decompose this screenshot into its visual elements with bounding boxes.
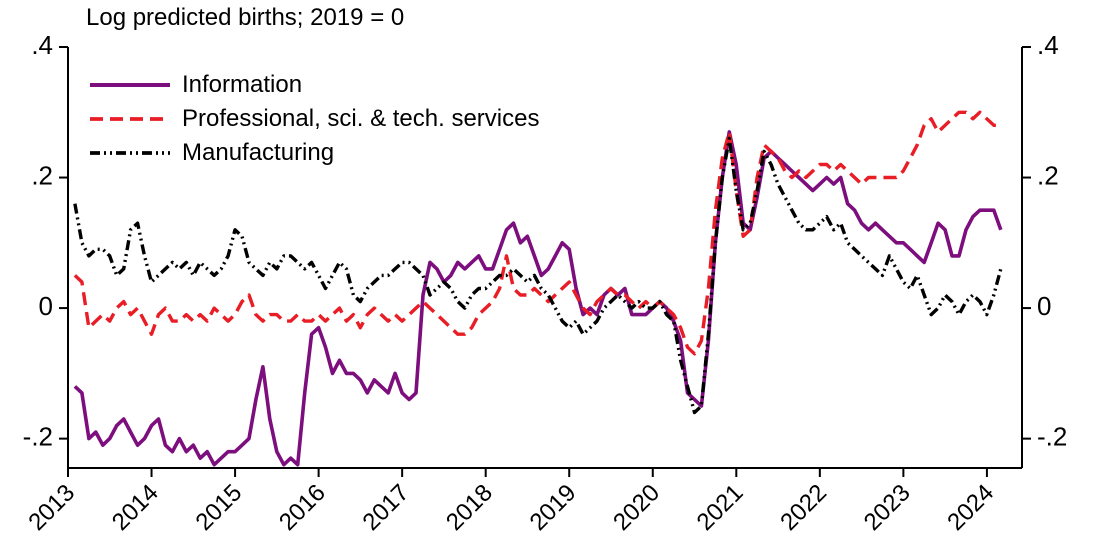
chart-title: Log predicted births; 2019 = 0 xyxy=(86,4,405,31)
legend-label-manufacturing: Manufacturing xyxy=(182,139,335,166)
svg-text:2021: 2021 xyxy=(692,479,749,536)
svg-text:0: 0 xyxy=(39,291,53,321)
svg-text:2019: 2019 xyxy=(525,479,582,536)
professional-line-swatch-icon xyxy=(90,117,170,121)
svg-text:.4: .4 xyxy=(1037,30,1059,60)
svg-text:2017: 2017 xyxy=(358,479,415,536)
svg-text:2018: 2018 xyxy=(441,479,498,536)
svg-text:2020: 2020 xyxy=(608,479,665,536)
svg-text:2014: 2014 xyxy=(107,479,164,536)
svg-text:-.2: -.2 xyxy=(23,422,53,452)
svg-text:.2: .2 xyxy=(1037,160,1059,190)
legend-label-information: Information xyxy=(182,71,303,98)
information-line-swatch-icon xyxy=(90,83,170,87)
legend-item-professional: Professional, sci. & tech. services xyxy=(90,104,539,134)
svg-text:0: 0 xyxy=(1037,291,1051,321)
svg-text:2016: 2016 xyxy=(274,479,331,536)
legend-item-information: Information xyxy=(90,70,539,100)
svg-text:2013: 2013 xyxy=(23,479,80,536)
svg-text:2015: 2015 xyxy=(190,479,247,536)
svg-text:2022: 2022 xyxy=(775,479,832,536)
manufacturing-line-swatch-icon xyxy=(90,151,170,155)
svg-text:2024: 2024 xyxy=(942,479,999,536)
legend: Information Professional, sci. & tech. s… xyxy=(90,70,539,168)
legend-label-professional: Professional, sci. & tech. services xyxy=(182,105,540,132)
svg-text:.2: .2 xyxy=(31,160,53,190)
svg-text:2023: 2023 xyxy=(859,479,916,536)
svg-text:-.2: -.2 xyxy=(1037,422,1067,452)
legend-item-manufacturing: Manufacturing xyxy=(90,138,539,168)
svg-text:.4: .4 xyxy=(31,30,53,60)
